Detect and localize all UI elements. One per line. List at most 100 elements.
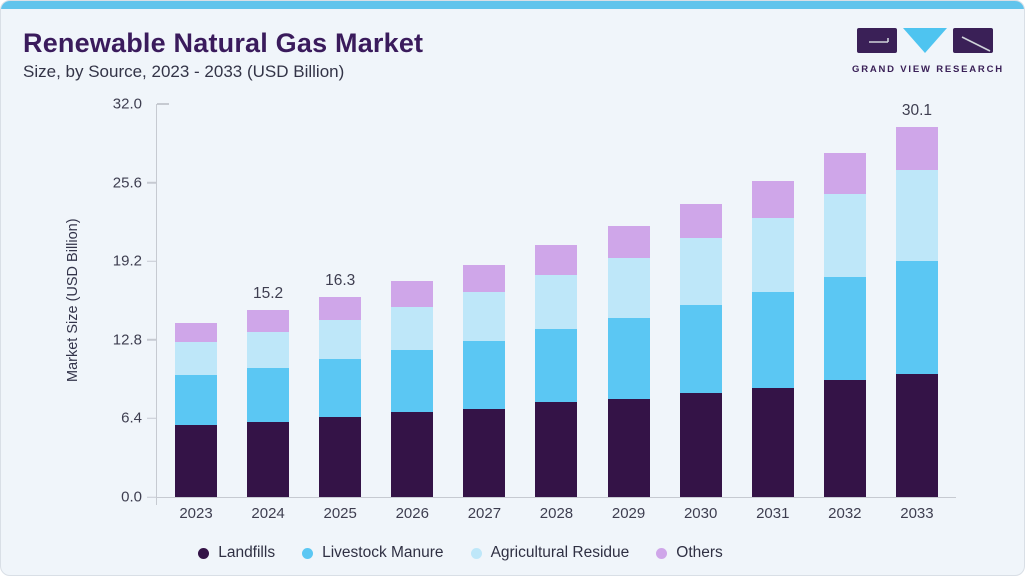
bar-segment-landfills <box>247 422 290 497</box>
grand-view-research-logo: GRAND VIEW RESEARCH <box>852 27 1004 75</box>
bar-2027 <box>463 104 506 497</box>
bar-segment-livestock-manure <box>175 375 217 425</box>
y-axis-tick-label: 6.4 <box>121 409 142 427</box>
gvr-logo-mark <box>857 28 993 53</box>
bar-segment-landfills <box>751 387 794 497</box>
legend-label: Livestock Manure <box>322 544 444 561</box>
y-axis-tick-mark <box>147 260 156 262</box>
bar-segment-agricultural-residue <box>607 257 650 318</box>
bar-segment-others <box>895 127 938 171</box>
x-axis-tick-label: 2032 <box>828 505 862 522</box>
bars-area: 15.2 16.3 30.1 <box>157 102 956 497</box>
legend-swatch-icon <box>656 547 668 559</box>
bar-segment-livestock-manure <box>391 349 434 413</box>
y-axis-tick-mark <box>147 496 156 498</box>
bar-segment-others <box>175 322 217 343</box>
bar-segment-others <box>751 181 794 219</box>
bar-2025: 16.3 <box>319 104 362 497</box>
bar-segment-livestock-manure <box>463 341 506 409</box>
plot-area: Market Size (USD Billion) 0.0 6.4 12.8 19.2… <box>65 96 956 522</box>
bar-segment-landfills <box>175 424 217 497</box>
bar-segment-landfills <box>679 392 722 497</box>
legend-item-livestock-manure: Livestock Manure <box>302 544 444 562</box>
legend-swatch-icon <box>198 547 210 559</box>
x-axis-tick-label: 2023 <box>179 505 213 522</box>
bar-2026 <box>391 104 434 497</box>
legend-label: Agricultural Residue <box>490 544 630 561</box>
bar-segment-others <box>679 203 722 238</box>
bar-segment-others <box>463 264 506 292</box>
bar-segment-agricultural-residue <box>175 342 217 376</box>
y-axis-tick-label: 0.0 <box>121 488 142 506</box>
bar-segment-landfills <box>895 374 938 497</box>
bar-2032 <box>823 104 866 497</box>
bar-segment-agricultural-residue <box>895 170 938 262</box>
legend-swatch-icon <box>302 547 314 559</box>
bar-segment-agricultural-residue <box>535 274 578 329</box>
bar-segment-livestock-manure <box>535 328 578 403</box>
x-axis-tick-label: 2027 <box>467 505 502 522</box>
bar-segment-agricultural-residue <box>319 320 362 360</box>
x-axis-tick-label: 2025 <box>323 505 357 522</box>
x-axis-left-cap <box>155 498 157 505</box>
y-axis-tick-label: 32.0 <box>112 95 142 113</box>
legend-item-others: Others <box>656 544 723 562</box>
x-axis-tick-label: 2030 <box>683 505 718 522</box>
bar-segment-livestock-manure <box>319 359 362 418</box>
y-axis-tick-mark <box>147 339 156 341</box>
legend-swatch-icon <box>470 547 482 559</box>
bar-2024: 15.2 <box>247 104 290 497</box>
bar-segment-others <box>535 245 578 275</box>
logo-r-glyph <box>961 36 991 52</box>
bar-segment-others <box>319 296 362 321</box>
bar-segment-landfills <box>319 417 362 497</box>
bar-segment-livestock-manure <box>751 291 794 388</box>
legend-label: Others <box>676 544 723 561</box>
bar-segment-others <box>607 225 650 258</box>
bar-segment-livestock-manure <box>247 368 290 423</box>
bar-segment-agricultural-residue <box>463 291 506 342</box>
bar-2029 <box>607 104 650 497</box>
legend-label: Landfills <box>218 544 276 561</box>
bar-2028 <box>535 104 578 497</box>
y-axis-tick-mark <box>147 417 156 420</box>
y-axis-tick-mark <box>147 181 156 184</box>
y-axis-tick-label: 25.6 <box>112 174 142 192</box>
bar-segment-landfills <box>535 402 578 497</box>
bar-segment-agricultural-residue <box>679 237 722 306</box>
bar-segment-landfills <box>463 408 506 497</box>
bar-segment-agricultural-residue <box>247 332 290 369</box>
bar-2030 <box>679 104 722 497</box>
logo-text: GRAND VIEW RESEARCH <box>852 64 1004 75</box>
top-accent-strip <box>1 1 1024 9</box>
chart-title: Renewable Natural Gas Market <box>23 28 424 58</box>
legend-item-landfills: Landfills <box>198 544 275 562</box>
legend-item-agricultural-residue: Agricultural Residue <box>470 544 630 562</box>
bar-segment-landfills <box>823 380 866 497</box>
bar-segment-others <box>391 280 434 307</box>
x-axis-labels: 2023 2024 2025 2026 2027 2028 2029 2030 2031 2032… <box>157 505 956 522</box>
bar-segment-others <box>823 153 866 194</box>
bar-segment-agricultural-residue <box>751 218 794 292</box>
bar-segment-landfills <box>607 398 650 497</box>
bar-segment-livestock-manure <box>679 305 722 393</box>
bar-segment-livestock-manure <box>823 277 866 381</box>
y-axis-title: Market Size (USD Billion) <box>65 218 81 383</box>
bar-2023 <box>175 104 217 497</box>
y-axis-tick-label: 12.8 <box>112 331 142 349</box>
bar-2031 <box>751 104 794 497</box>
bar-segment-others <box>247 310 290 333</box>
logo-g-glyph <box>869 38 889 43</box>
y-axis-tick-label: 19.2 <box>112 252 142 270</box>
x-axis-tick-label: 2033 <box>900 505 934 522</box>
bar-value-label: 16.3 <box>325 271 356 289</box>
bar-segment-agricultural-residue <box>391 306 434 350</box>
bar-value-label: 15.2 <box>253 285 284 303</box>
x-axis-tick-label: 2031 <box>756 505 790 522</box>
logo-v-glyph <box>903 28 947 53</box>
y-axis-top-cap <box>157 103 169 105</box>
x-axis-tick-label: 2024 <box>251 505 285 522</box>
bar-segment-agricultural-residue <box>823 193 866 278</box>
bar-value-label: 30.1 <box>901 102 933 120</box>
